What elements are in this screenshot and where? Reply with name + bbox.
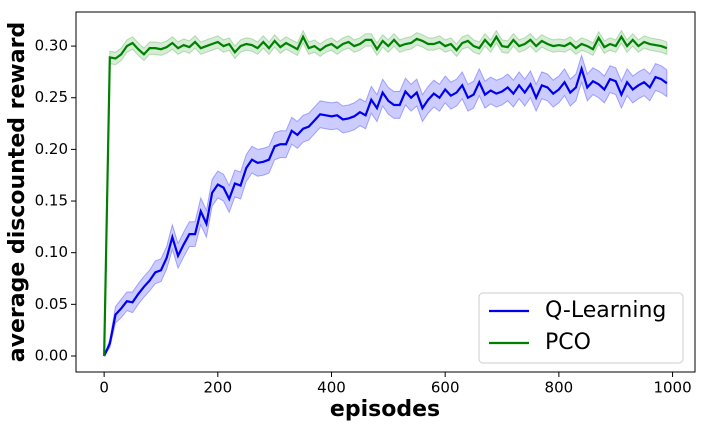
y-tick-label: 0.00 [35,346,68,364]
legend [478,292,684,364]
x-tick-label: 400 [317,379,346,397]
line [103,34,668,357]
x-tick-label: 1000 [653,379,691,397]
x-tick-label: 800 [545,379,574,397]
y-tick-label: 0.30 [35,37,68,55]
line [103,65,668,357]
x-tick-label: 200 [203,379,232,397]
error-band [103,53,668,357]
x-tick-label: 600 [431,379,460,397]
y-tick-label: 0.20 [35,140,68,158]
legend-label: PCO [545,330,591,355]
y-tick-label: 0.10 [35,243,68,261]
error-band [103,29,668,356]
y-tick-label: 0.15 [35,192,68,210]
y-axis-label: average discounted reward [5,22,30,362]
legend-label: Q-Learning [545,298,666,323]
y-tick-label: 0.25 [35,88,68,106]
x-axis-label: episodes [330,397,440,422]
x-tick-label: 0 [99,379,109,397]
plot-frame [75,11,696,373]
y-tick-label: 0.05 [35,295,68,313]
